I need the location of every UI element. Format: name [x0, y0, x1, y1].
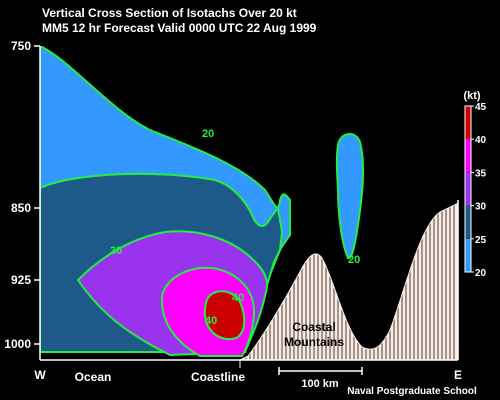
x-label-coastline: Coastline	[191, 370, 245, 384]
scale-bar-label: 100 km	[301, 378, 339, 390]
chart-subtitle: MM5 12 hr Forecast Valid 0000 UTC 22 Aug…	[42, 21, 317, 35]
x-axis-right-label: E	[454, 368, 462, 382]
y-tick-label: 1000	[4, 337, 31, 351]
y-ticks: 750 850 925 1000	[4, 39, 40, 351]
colorbar-tick-label: 25	[475, 235, 487, 246]
colorbar-band	[465, 238, 471, 272]
colorbar-tick-label: 45	[475, 102, 487, 113]
colorbar-unit: (kt)	[463, 90, 480, 102]
contour-label: 40	[205, 315, 217, 327]
colorbar-tick-label: 40	[475, 135, 487, 146]
colorbar-tick-label: 35	[475, 168, 487, 179]
credit-label: Naval Postgraduate School	[347, 386, 477, 397]
contour-label: 30	[110, 245, 122, 257]
colorbar-tick-label: 30	[475, 202, 487, 213]
colorbar-band	[465, 172, 471, 206]
isotach-band-40	[203, 290, 246, 341]
terrain-mountains	[239, 202, 458, 360]
colorbar-band	[465, 205, 471, 239]
x-axis-left-label: W	[34, 368, 46, 382]
colorbar: 45 40 35 30 25 20	[464, 102, 487, 279]
colorbar-tick-label: 20	[475, 268, 487, 279]
colorbar-band	[465, 139, 471, 173]
y-tick-label: 850	[11, 201, 31, 215]
isotach-cell-east	[335, 133, 365, 260]
x-label-ocean: Ocean	[75, 370, 112, 384]
terrain-label: Mountains	[284, 335, 344, 349]
chart-title: Vertical Cross Section of Isotachs Over …	[42, 6, 297, 20]
contour-label: 20	[202, 128, 214, 140]
y-tick-label: 925	[11, 273, 31, 287]
colorbar-frame	[464, 105, 472, 273]
scale-bar	[278, 367, 363, 375]
contour-label: 40	[232, 292, 244, 304]
contour-label: 20	[348, 254, 360, 266]
y-tick-label: 750	[11, 39, 31, 53]
terrain-label: Coastal	[292, 320, 335, 334]
colorbar-band	[465, 106, 471, 140]
